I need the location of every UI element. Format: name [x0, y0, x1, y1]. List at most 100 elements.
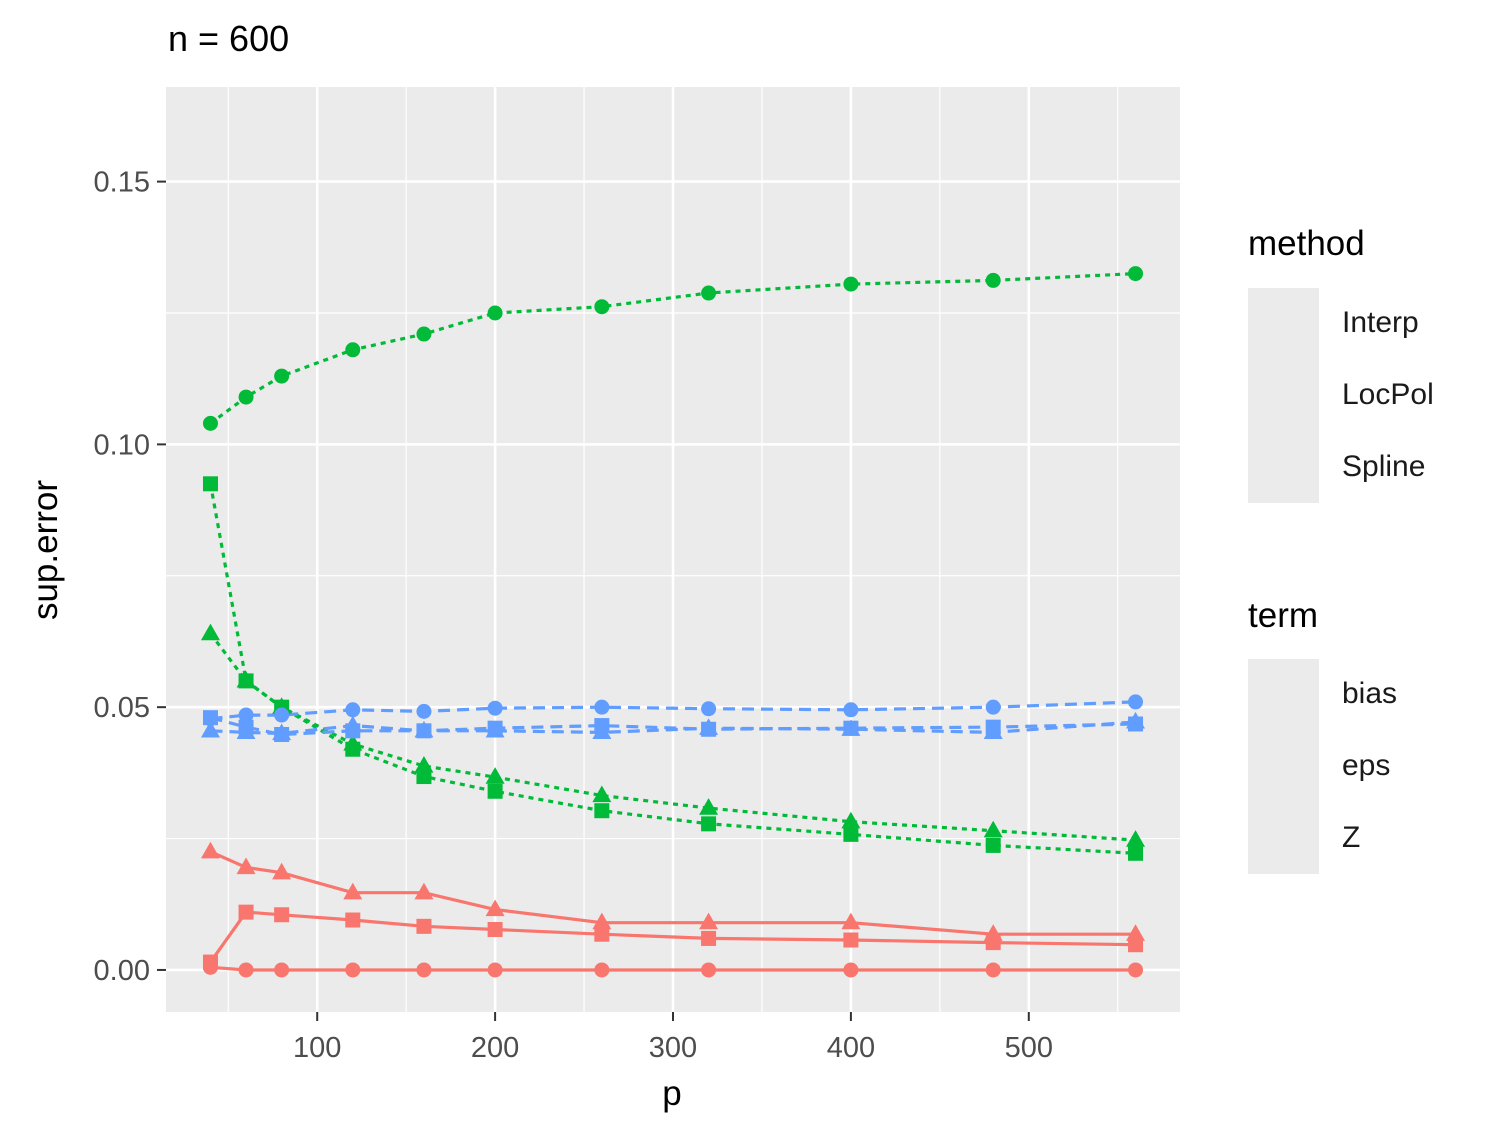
- data-point-z-spline: [843, 720, 859, 736]
- data-point-bias-interp: [843, 962, 859, 978]
- series-line-eps-spline: [208, 483, 1136, 855]
- data-point-bias-locpol: [841, 912, 861, 930]
- legend-label-spline: Spline: [1342, 450, 1426, 483]
- data-point-eps-spline: [701, 816, 717, 832]
- data-point-eps-locpol: [1126, 830, 1146, 847]
- data-point-bias-spline: [416, 918, 432, 934]
- data-point-bias-spline: [594, 926, 610, 942]
- x-tick-label: 200: [471, 1032, 519, 1064]
- data-point-bias-interp: [345, 962, 361, 978]
- data-point-z-interp: [1128, 694, 1144, 710]
- x-tick-label: 100: [293, 1032, 341, 1064]
- y-tick-label: 0.10: [94, 429, 150, 461]
- data-point-eps-interp: [202, 415, 218, 431]
- data-point-z-locpol: [200, 720, 220, 738]
- data-point-eps-spline: [238, 673, 254, 689]
- data-point-eps-interp: [843, 276, 859, 292]
- data-point-bias-locpol: [485, 899, 505, 917]
- legend-method-title: method: [1248, 224, 1365, 263]
- data-point-bias-interp: [487, 962, 503, 978]
- data-point-eps-locpol: [699, 798, 719, 815]
- data-point-eps-locpol: [485, 767, 505, 784]
- data-point-eps-spline: [1128, 845, 1144, 861]
- data-point-bias-locpol: [1126, 924, 1146, 941]
- data-point-eps-interp: [345, 342, 361, 358]
- data-point-z-spline: [416, 723, 432, 739]
- data-point-bias-interp: [701, 962, 717, 978]
- minor-gridlines: [166, 87, 1180, 1012]
- data-point-z-interp: [274, 707, 290, 723]
- data-point-eps-spline: [594, 803, 610, 819]
- data-point-eps-spline: [487, 783, 503, 799]
- data-point-z-spline: [238, 719, 254, 735]
- data-point-bias-spline: [701, 930, 717, 946]
- data-point-bias-spline: [345, 912, 361, 928]
- data-point-eps-interp: [594, 299, 610, 315]
- y-tick-label: 0.05: [94, 692, 150, 724]
- y-axis-title: sup.error: [26, 479, 65, 621]
- data-point-eps-interp: [274, 368, 290, 384]
- data-point-bias-locpol: [414, 882, 434, 900]
- data-point-bias-spline: [1128, 937, 1144, 953]
- data-point-eps-spline: [202, 476, 218, 492]
- series-line-eps-interp: [209, 272, 1136, 425]
- data-point-eps-locpol: [414, 756, 434, 773]
- data-point-bias-locpol: [592, 912, 612, 930]
- legend-label-interp: Interp: [1342, 306, 1419, 339]
- data-point-eps-spline: [843, 826, 859, 842]
- legend-label-locpol: LocPol: [1342, 378, 1434, 411]
- data-point-eps-spline: [985, 837, 1001, 853]
- legend-label-eps: eps: [1342, 749, 1391, 782]
- data-point-bias-interp: [238, 962, 254, 978]
- data-point-z-spline: [594, 718, 610, 734]
- data-point-bias-locpol: [200, 841, 220, 859]
- data-point-eps-interp: [985, 272, 1001, 288]
- data-point-bias-interp: [274, 962, 290, 978]
- data-point-z-interp: [345, 702, 361, 718]
- legend-term-key-background: [1248, 659, 1319, 874]
- data-point-bias-spline: [487, 921, 503, 937]
- data-point-z-interp: [985, 699, 1001, 715]
- data-point-eps-interp: [701, 285, 717, 301]
- data-point-eps-spline: [345, 741, 361, 757]
- data-point-z-spline: [487, 720, 503, 736]
- data-point-z-interp: [238, 707, 254, 723]
- data-point-bias-spline: [274, 907, 290, 923]
- data-point-eps-interp: [238, 389, 254, 405]
- data-point-eps-locpol: [983, 820, 1003, 838]
- data-point-z-spline: [985, 719, 1001, 735]
- data-point-bias-interp: [985, 962, 1001, 978]
- x-tick-label: 500: [1005, 1032, 1053, 1064]
- data-point-bias-locpol: [343, 882, 363, 900]
- y-tick-label: 0.00: [94, 955, 150, 987]
- axis-tick-labels: 100 200 300 400 500 0.00 0.05 0.10 0.15: [94, 167, 1053, 1064]
- legend-method-key-background: [1248, 288, 1319, 503]
- axis-ticks: [157, 180, 1030, 1021]
- legend-label-bias: bias: [1342, 677, 1398, 710]
- data-point-bias-spline: [238, 904, 254, 920]
- legend-term-title: term: [1248, 596, 1318, 635]
- data-point-bias-spline: [202, 954, 218, 970]
- x-axis-title: p: [662, 1074, 682, 1113]
- data-point-z-interp: [843, 702, 859, 718]
- data-point-eps-interp: [1128, 266, 1144, 282]
- data-point-bias-interp: [594, 962, 610, 978]
- data-point-z-interp: [594, 699, 610, 715]
- data-point-eps-locpol: [592, 785, 612, 803]
- data-point-bias-interp: [1128, 962, 1144, 978]
- data-point-bias-locpol: [272, 862, 292, 880]
- data-point-eps-spline: [416, 769, 432, 785]
- data-point-eps-interp: [416, 326, 432, 342]
- data-point-bias-locpol: [236, 857, 256, 875]
- y-tick-label: 0.15: [94, 167, 150, 199]
- major-gridlines: [166, 87, 1180, 1012]
- data-point-z-spline: [701, 721, 717, 737]
- data-point-z-spline: [202, 710, 218, 726]
- data-point-z-spline: [274, 727, 290, 742]
- data-point-z-interp: [487, 700, 503, 716]
- legend-label-z: Z: [1342, 821, 1361, 854]
- data-point-bias-interp: [416, 962, 432, 978]
- data-point-z-spline: [345, 723, 361, 739]
- data-point-eps-locpol: [200, 623, 220, 641]
